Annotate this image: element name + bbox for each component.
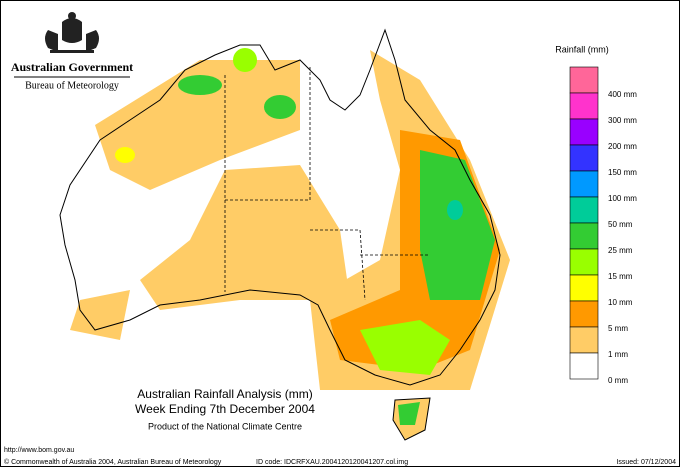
legend-label: 400 mm — [608, 90, 637, 99]
legend-swatch — [569, 118, 599, 146]
legend-label: 25 mm — [608, 246, 633, 255]
legend-swatch — [569, 274, 599, 302]
caption-subtitle: Week Ending 7th December 2004 — [135, 402, 315, 416]
legend-swatch — [569, 92, 599, 120]
crest — [45, 12, 99, 53]
legend-label: 5 mm — [608, 324, 628, 333]
caption-product: Product of the National Climate Centre — [148, 421, 302, 431]
legend-swatch — [569, 170, 599, 198]
legend-label: 200 mm — [608, 142, 637, 151]
legend-swatch — [569, 248, 599, 276]
legend-swatch — [569, 66, 599, 94]
legend-label: 15 mm — [608, 272, 633, 281]
legend-label: 100 mm — [608, 194, 637, 203]
legend: 400 mm 300 mm 200 mm 150 mm 100 mm 50 mm 25 mm… — [569, 66, 637, 385]
legend-swatch — [569, 326, 599, 354]
legend-swatch — [569, 222, 599, 250]
legend-title: Rainfall (mm) — [555, 44, 609, 54]
issued: Issued: 07/12/2004 — [616, 459, 676, 466]
bureau: Bureau of Meteorology — [25, 80, 119, 91]
legend-label: 150 mm — [608, 168, 637, 177]
legend-swatch — [569, 144, 599, 172]
australia — [59, 29, 510, 441]
caption-title: Australian Rainfall Analysis (mm) — [137, 387, 312, 401]
legend-swatch — [569, 196, 599, 224]
legend-label: 300 mm — [608, 116, 637, 125]
legend-label: 50 mm — [608, 220, 633, 229]
legend-label: 0 mm — [608, 376, 628, 385]
url: http://www.bom.gov.au — [4, 447, 74, 454]
id-code: ID code: IDCRFXAU.2004120120041207.col.i… — [256, 459, 408, 466]
legend-swatch — [569, 352, 599, 380]
legend-label: 10 mm — [608, 298, 633, 307]
copyright: © Commonwealth of Australia 2004, Austra… — [4, 458, 222, 466]
legend-label: 1 mm — [608, 350, 628, 359]
legend-swatch — [569, 300, 599, 328]
government: Australian Government — [11, 60, 133, 74]
